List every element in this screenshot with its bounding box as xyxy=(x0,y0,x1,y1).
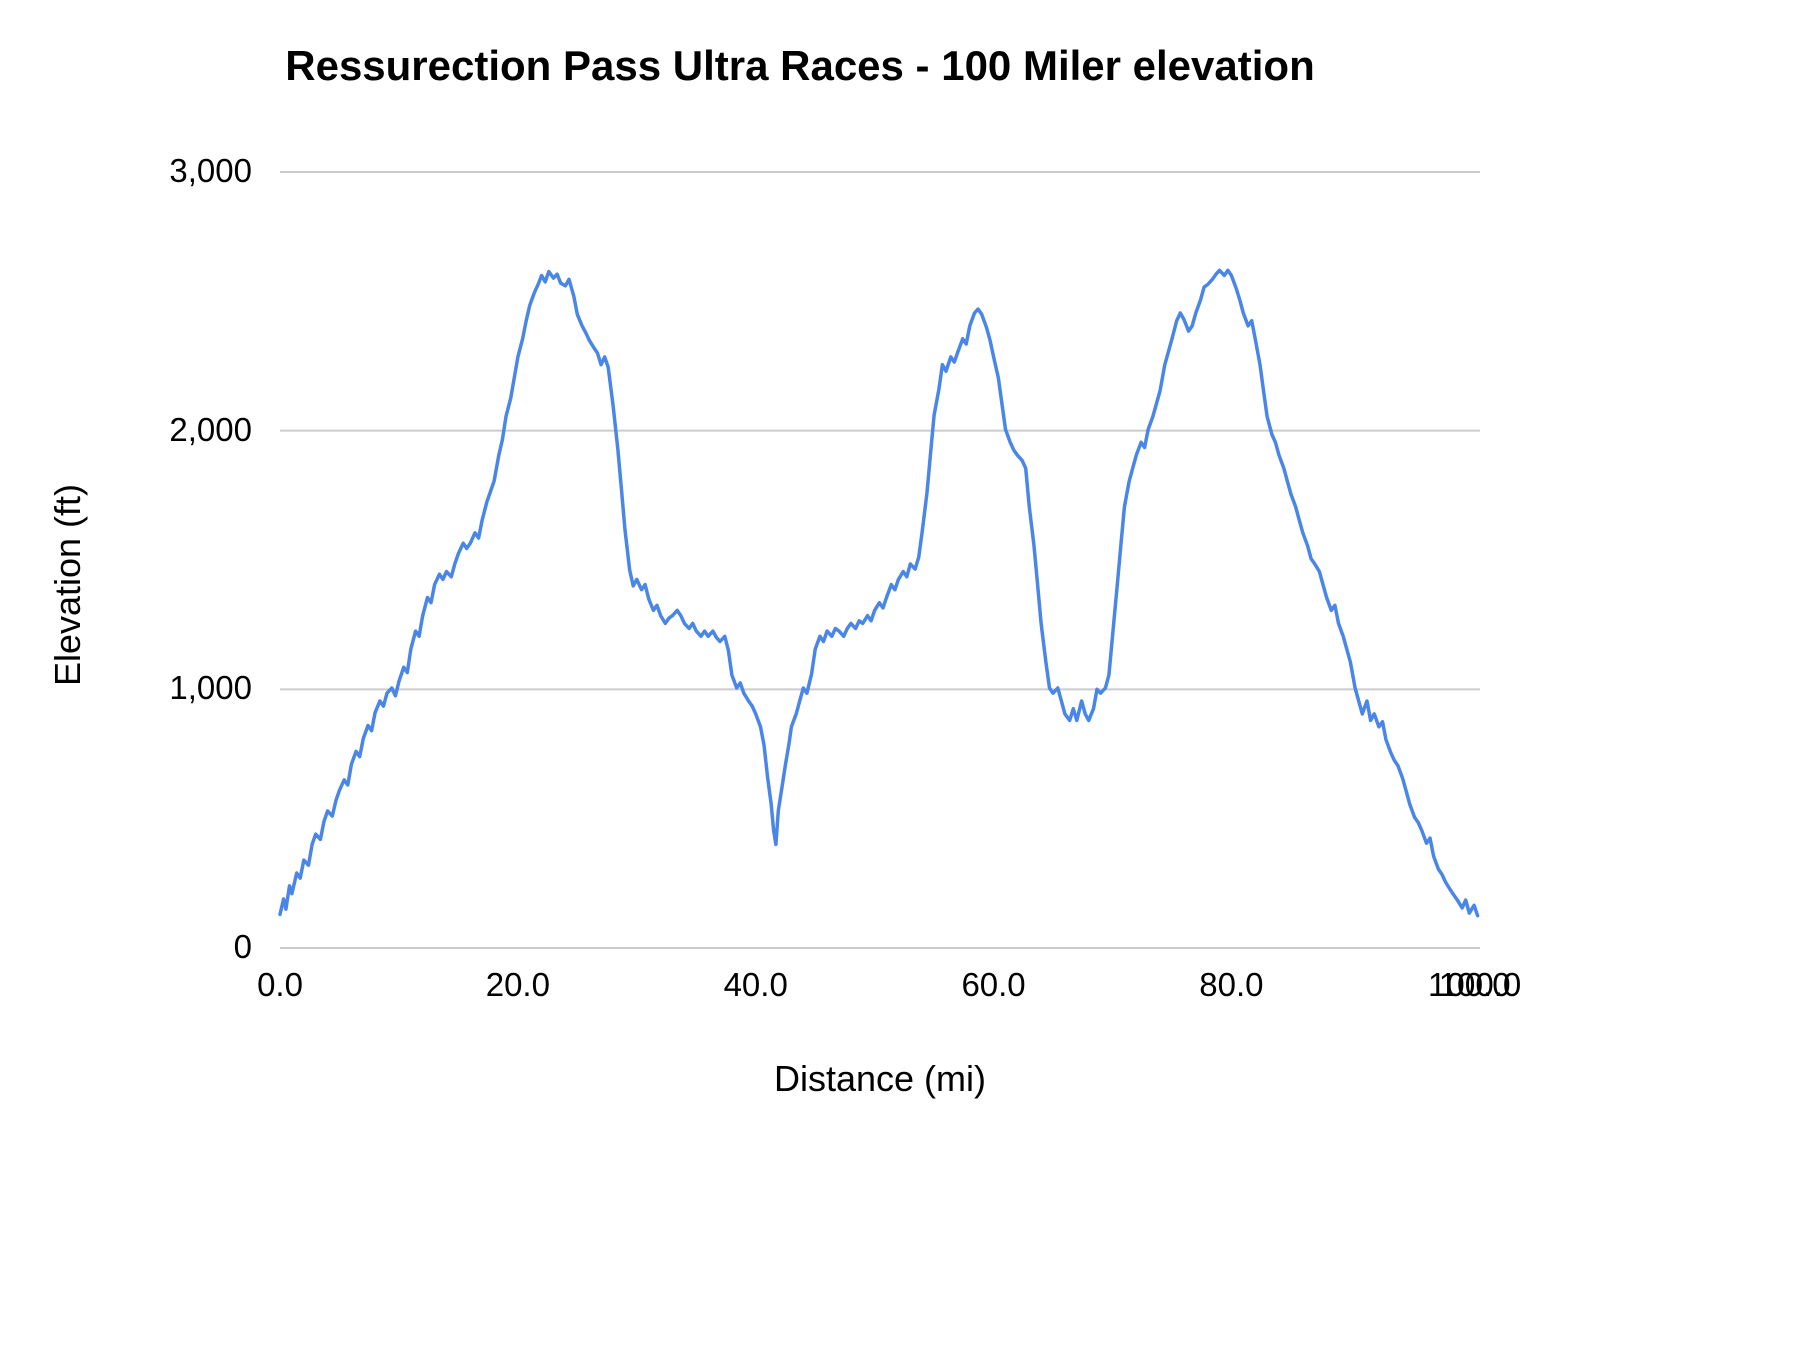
y-tick-label: 2,000 xyxy=(169,410,252,448)
y-tick-label: 3,000 xyxy=(169,152,252,189)
y-tick-label: 0 xyxy=(233,928,252,965)
x-tick-label: 0.0 xyxy=(257,966,303,1003)
x-axis-title: Distance (mi) xyxy=(773,1058,987,1099)
x-tick-label: 100.0 xyxy=(1427,966,1511,1003)
x-tick-label: 100.0 xyxy=(1438,966,1522,1003)
y-tick-label: 1,000 xyxy=(169,669,252,707)
x-tick-label: 20.0 xyxy=(485,966,550,1003)
x-tick-label: 60.0 xyxy=(961,966,1026,1003)
elevation-line xyxy=(278,268,1480,918)
x-tick-label: 80.0 xyxy=(1199,966,1264,1003)
chart-title: Ressurection Pass Ultra Races - 100 Mile… xyxy=(285,42,1315,89)
x-tick-label: 40.0 xyxy=(723,966,788,1003)
